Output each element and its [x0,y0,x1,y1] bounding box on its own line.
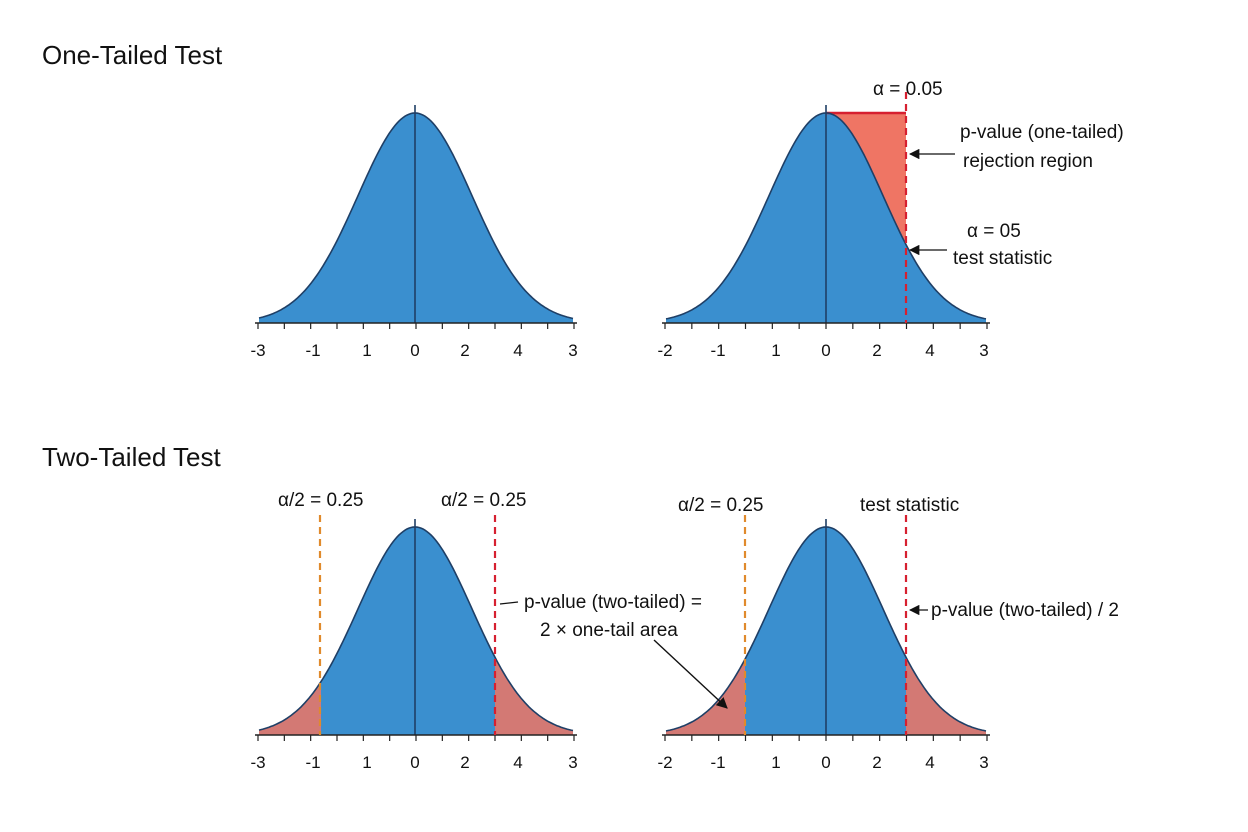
tick-label: -3 [250,753,265,772]
tick-label: 4 [513,341,522,360]
tick-label: 3 [979,341,988,360]
panel-one-left: -3 -1 1 0 2 4 3 [250,105,578,360]
tick-label: 0 [821,753,830,772]
p-value-two-tailed-label: p-value (two-tailed) = [524,592,702,613]
p-value-leader [499,601,519,605]
tick-label: 4 [513,753,522,772]
tick-label: -2 [657,753,672,772]
test-statistic-label: test statistic [860,495,959,516]
bell-curve-area [259,113,573,323]
tick-label: 0 [410,753,419,772]
left-alpha-half-label: α/2 = 0.25 [278,490,363,511]
bell-curve-outline [258,112,574,320]
tick-label: -2 [657,341,672,360]
tick-label: 4 [925,753,934,772]
tick-label: 2 [460,341,469,360]
tick-label: 3 [568,753,577,772]
arrow-to-tail-area [653,639,728,709]
tick-label: 0 [410,341,419,360]
tick-label: 4 [925,341,934,360]
tick-label: -1 [710,753,725,772]
rejection-region [826,113,906,245]
p-value-label: p-value (one-tailed) [960,122,1124,143]
right-alpha-half-label: α/2 = 0.25 [441,490,526,511]
tick-label: -1 [305,753,320,772]
one-tail-area-label: 2 × one-tail area [540,620,678,641]
left-tail-highlight [259,681,321,735]
right-tail-highlight [495,657,573,735]
tick-label: 1 [362,341,371,360]
tick-label: 2 [872,753,881,772]
tick-label: -1 [305,341,320,360]
tick-label: 2 [460,753,469,772]
tick-label: -3 [250,341,265,360]
tick-label: 0 [821,341,830,360]
alpha-05-label: α = 05 [967,221,1021,242]
alpha-label: α = 0.05 [873,79,943,100]
alpha-half-label: α/2 = 0.25 [678,495,763,516]
tick-label: 3 [979,753,988,772]
panel-two-right: -2 -1 1 0 2 4 3 α/2 = 0.25 test statistic p-value… [657,495,1119,772]
right-tail-highlight [906,657,986,735]
tick-label: 1 [771,753,780,772]
left-tail-highlight [666,659,745,735]
rejection-region-label: rejection region [963,151,1093,172]
tick-label: -1 [710,341,725,360]
test-statistic-label: test statistic [953,248,1052,269]
one-tailed-title: One-Tailed Test [42,40,223,70]
panel-two-left: -3 -1 1 0 2 4 3 α/2 = 0.25 α/2 = 0.25 p-value (tw… [250,490,702,772]
bell-curve-outline [258,526,574,732]
tick-label: 1 [362,753,371,772]
two-tailed-title: Two-Tailed Test [42,442,221,472]
panel-one-right: -2 -1 1 0 2 4 3 α = 0.05 p-value (one-tailed) rej… [657,79,1123,360]
p-value-half-label: p-value (two-tailed) / 2 [931,600,1119,621]
tick-label: 3 [568,341,577,360]
tick-label: 1 [771,341,780,360]
tick-label: 2 [872,341,881,360]
